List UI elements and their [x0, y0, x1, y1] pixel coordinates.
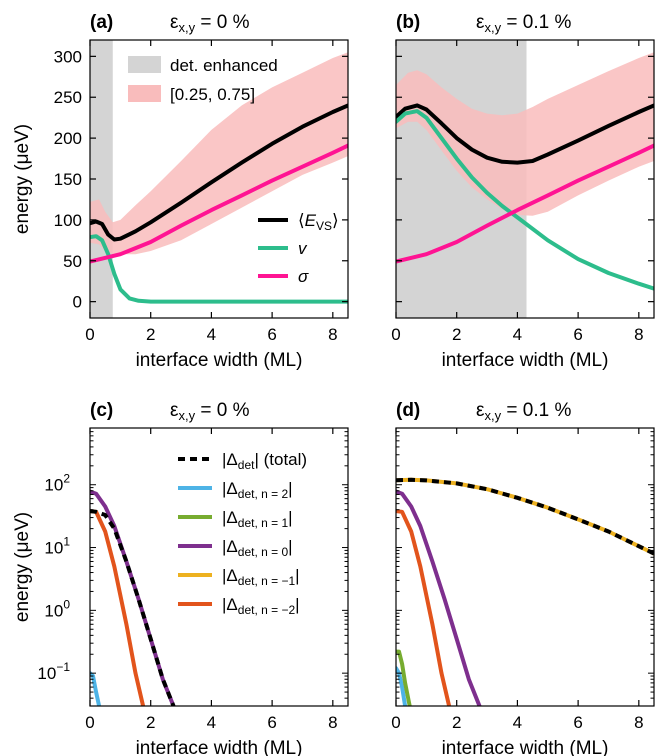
- x-tick-label-d-2: 4: [513, 713, 522, 732]
- panel-c: 0 2 4 6 8 interface width (ML) 10−1 100 101 102 en…: [12, 400, 349, 756]
- series-line-a-1: [90, 234, 348, 304]
- legend-label-c-1: |Δdet, n = 2|: [222, 479, 293, 501]
- plot-area-b: [396, 40, 654, 318]
- x-tick-label-d-4: 8: [634, 713, 643, 732]
- series-line-a-0: [90, 103, 348, 242]
- series-line-b-1: [396, 109, 654, 291]
- y-tick-label-a-5: 250: [54, 88, 82, 107]
- x-tick-label-b-2: 4: [513, 325, 522, 344]
- panel-label-d: (d): [396, 400, 420, 421]
- series-line-d-1: [396, 649, 412, 706]
- series-line-c-3: [90, 671, 102, 706]
- x-tick-label-b-0: 0: [391, 325, 400, 344]
- series-line-d-5: [396, 477, 654, 556]
- x-axis-label-d: interface width (ML): [442, 738, 609, 756]
- y-tick-label-a-4: 200: [54, 129, 82, 148]
- plot-area-c: [90, 489, 176, 706]
- y-tick-label-a-6: 300: [54, 47, 82, 66]
- y-tick-label-a-1: 50: [63, 252, 82, 271]
- panel-label-a: (a): [90, 12, 113, 33]
- x-tick-label-c-3: 6: [267, 713, 276, 732]
- x-tick-label-d-1: 2: [452, 713, 461, 732]
- x-tick-label-a-4: 8: [328, 325, 337, 344]
- x-tick-label-b-3: 6: [573, 325, 582, 344]
- series-line-d-4: [396, 477, 654, 556]
- legend-label-a-0: det. enhanced: [170, 56, 278, 75]
- legend-label-c-2: |Δdet, n = 1|: [222, 508, 293, 530]
- series-line-c-0: [90, 509, 146, 706]
- series-line-d-0: [396, 666, 408, 706]
- y-tick-label-a-3: 150: [54, 170, 82, 189]
- legend-swatch-a-0: [128, 56, 161, 73]
- legend-series-a: ⟨EVS⟩ vσ: [258, 211, 339, 286]
- x-tick-label-c-2: 4: [207, 713, 216, 732]
- x-tick-label-a-1: 2: [146, 325, 155, 344]
- series-line-b-2: [396, 143, 654, 264]
- legend-top-a: det. enhanced [0.25, 0.75]: [128, 56, 278, 104]
- panel-a: 0 2 4 6 8 interface width (ML) 0 50 100 150 200 250…: [12, 12, 349, 371]
- panel-label-c: (c): [90, 400, 113, 421]
- legend-label-a-1: [0.25, 0.75]: [170, 85, 255, 104]
- series-line-b-0: [396, 103, 654, 165]
- panel-title-d: εx,y = 0.1 %: [476, 400, 571, 423]
- legend-c: |Δdet| (total) |Δdet, n = 2| |Δdet, n = 1|…: [178, 450, 307, 617]
- y-tick-label-c-2: 101: [44, 535, 70, 558]
- plot-area-d: [396, 477, 654, 706]
- y-axis-label-a: energy (μeV): [12, 124, 33, 234]
- series-line-a-2: [90, 143, 348, 264]
- y-tick-label-c-1: 100: [44, 597, 70, 620]
- panel-d: 0 2 4 6 8 interface width (ML) (d) εx,y = 0.1 %: [391, 400, 655, 756]
- panel-title-c: εx,y = 0 %: [170, 400, 250, 423]
- y-tick-label-c-3: 102: [44, 472, 70, 495]
- plot-area-a: [90, 40, 348, 318]
- y-tick-label-a-0: 0: [73, 293, 82, 312]
- legend-label-c-5: |Δdet, n = −2|: [222, 595, 300, 617]
- x-tick-label-d-3: 6: [573, 713, 582, 732]
- series-line-d-3: [396, 489, 482, 706]
- legend-swatch-a-1: [128, 85, 161, 102]
- x-tick-label-b-1: 2: [452, 325, 461, 344]
- panel-title-a: εx,y = 0 %: [170, 12, 250, 35]
- legend-label-c-0: |Δdet| (total): [222, 450, 307, 472]
- x-tick-label-c-4: 8: [328, 713, 337, 732]
- legend-series-label-a-2: σ: [298, 267, 309, 286]
- y-tick-label-c-0: 10−1: [37, 660, 70, 683]
- x-tick-label-b-4: 8: [634, 325, 643, 344]
- series-line-c-1: [90, 489, 176, 706]
- legend-label-c-4: |Δdet, n = −1|: [222, 566, 300, 588]
- panel-b: 0 2 4 6 8 interface width (ML) (b) εx,y = 0.1 %: [391, 12, 655, 371]
- x-tick-label-c-0: 0: [85, 713, 94, 732]
- series-line-d-2: [396, 509, 452, 706]
- x-axis-label-b: interface width (ML): [442, 350, 609, 371]
- panel-title-b: εx,y = 0.1 %: [476, 12, 571, 35]
- x-axis-label-c: interface width (ML): [136, 738, 303, 756]
- panel-label-b: (b): [396, 12, 420, 33]
- quartile-band-a: [90, 52, 348, 255]
- legend-series-label-a-1: v: [298, 239, 308, 258]
- x-axis-label-a: interface width (ML): [136, 350, 303, 371]
- x-tick-label-a-0: 0: [85, 325, 94, 344]
- legend-label-c-3: |Δdet, n = 0|: [222, 537, 293, 559]
- x-tick-label-a-3: 6: [267, 325, 276, 344]
- x-tick-label-c-1: 2: [146, 713, 155, 732]
- axes-frame-d: [395, 427, 655, 707]
- y-tick-label-a-2: 100: [54, 211, 82, 230]
- axes-frame-c: [89, 427, 349, 707]
- x-tick-label-a-2: 4: [207, 325, 216, 344]
- y-axis-label-c: energy (μeV): [12, 512, 33, 622]
- x-tick-label-d-0: 0: [391, 713, 400, 732]
- legend-series-label-a-0: ⟨EVS⟩: [298, 211, 339, 233]
